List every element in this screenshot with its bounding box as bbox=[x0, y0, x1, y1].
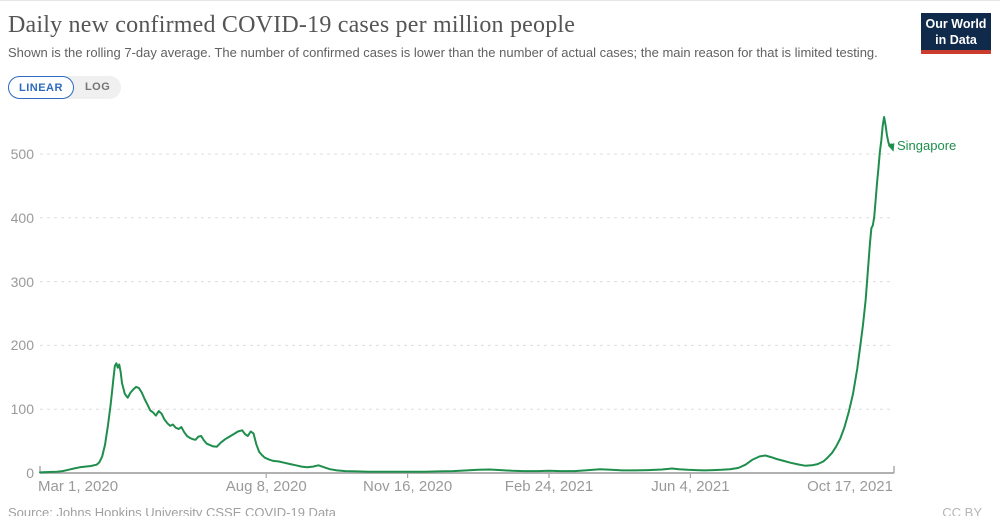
y-tick-label: 100 bbox=[10, 401, 34, 418]
x-tick-label: Nov 16, 2020 bbox=[362, 478, 453, 495]
y-tick-label: 400 bbox=[10, 209, 34, 226]
x-tick-label: Jun 4, 2021 bbox=[651, 478, 730, 495]
y-tick-label: 300 bbox=[10, 273, 34, 290]
y-tick-label: 200 bbox=[10, 337, 34, 354]
source-line[interactable]: Source: Johns Hopkins University CSSE CO… bbox=[8, 505, 337, 516]
x-tick-label: Mar 1, 2020 bbox=[38, 478, 119, 495]
x-tick-label: Feb 24, 2021 bbox=[504, 478, 594, 495]
page-title: Daily new confirmed COVID-19 cases per m… bbox=[8, 12, 576, 38]
x-tick-label: Oct 17, 2021 bbox=[807, 478, 893, 495]
y-tick-label: 0 bbox=[26, 465, 34, 481]
owid-logo-line1: Our World bbox=[925, 17, 987, 31]
license-cc-by[interactable]: CC BY bbox=[942, 505, 982, 516]
series-end-label-singapore: Singapore bbox=[897, 138, 957, 153]
owid-logo[interactable]: Our World in Data bbox=[921, 13, 991, 54]
linear-button[interactable]: LINEAR bbox=[8, 76, 74, 99]
y-tick-label: 500 bbox=[10, 146, 34, 162]
page-subtitle: Shown is the rolling 7-day average. The … bbox=[8, 45, 878, 60]
scale-toggle-group: LINEAR LOG bbox=[8, 76, 122, 99]
x-tick-label: Aug 8, 2020 bbox=[225, 478, 307, 495]
log-button[interactable]: LOG bbox=[74, 76, 121, 99]
owid-logo-line2: in Data bbox=[935, 33, 977, 47]
